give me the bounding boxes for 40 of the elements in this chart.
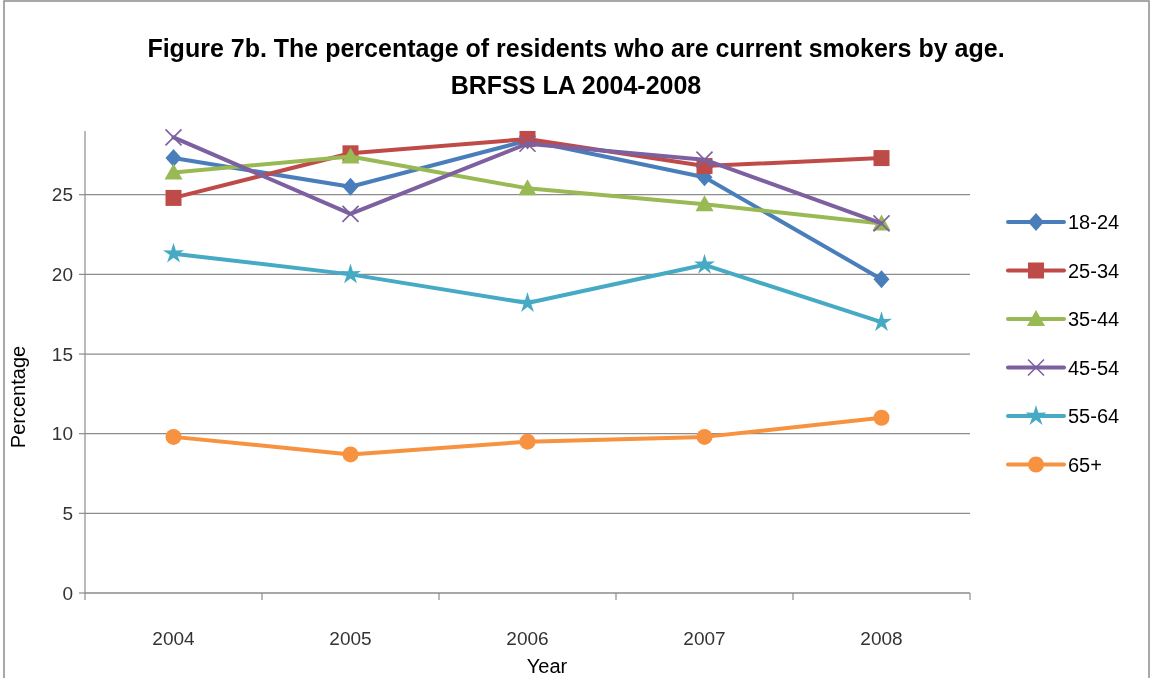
y-tick-label: 15	[51, 343, 73, 365]
point	[696, 428, 713, 445]
legend-label: 65+	[1068, 453, 1102, 476]
point	[341, 205, 360, 223]
legend-label: 35-44	[1068, 308, 1120, 330]
y-tick-label: 25	[51, 184, 73, 206]
chart-title: Figure 7b. The percentage of residents who are current smokers by age. BRFSS LA 2004-2008	[147, 34, 1005, 99]
point	[873, 409, 890, 426]
point	[342, 177, 359, 196]
point	[165, 428, 182, 445]
legend-label: 18-24	[1068, 211, 1120, 233]
legend-label: 55-64	[1068, 405, 1120, 427]
point	[517, 292, 538, 312]
legend-label: 25-34	[1068, 259, 1120, 282]
point	[165, 149, 182, 168]
x-tick-label: 2005	[329, 628, 372, 649]
point	[695, 195, 714, 212]
x-tick-label: 2007	[683, 628, 726, 649]
point	[163, 242, 184, 263]
x-axis-title: Year	[526, 655, 568, 677]
point	[164, 163, 183, 180]
point	[165, 189, 182, 206]
point	[518, 179, 537, 196]
y-tick-label: 5	[62, 502, 73, 524]
point	[340, 263, 361, 284]
y-tick-label: 10	[51, 423, 73, 445]
point	[164, 128, 183, 147]
y-tick-label: 20	[51, 264, 73, 286]
x-tick-label: 2004	[152, 628, 196, 649]
point	[342, 446, 359, 463]
legend-label: 45-54	[1068, 356, 1120, 379]
point	[873, 150, 890, 167]
y-axis-title: Percentage	[7, 345, 29, 449]
point	[519, 433, 536, 450]
point	[695, 150, 714, 169]
x-tick-label: 2008	[860, 628, 903, 649]
point	[873, 270, 890, 289]
point	[694, 253, 715, 274]
x-tick-label: 2006	[506, 628, 549, 649]
y-tick-label: 0	[62, 582, 73, 604]
